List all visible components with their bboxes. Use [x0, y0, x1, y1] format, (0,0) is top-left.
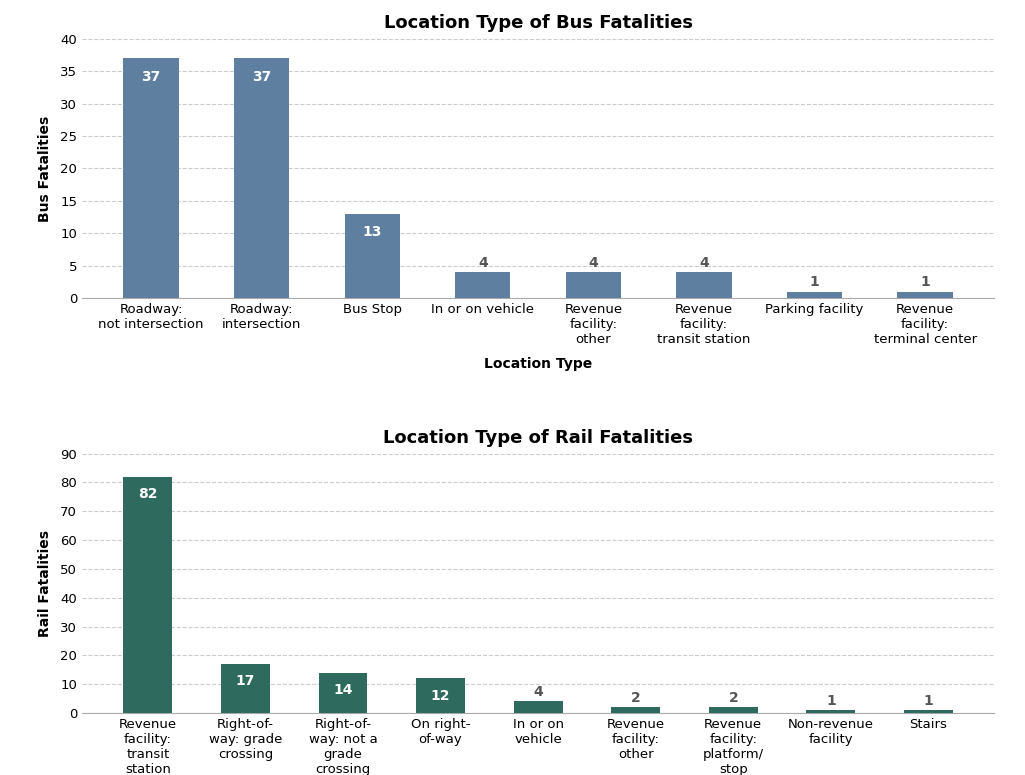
Bar	[123, 58, 178, 298]
Title: Location Type of Bus Fatalities: Location Type of Bus Fatalities	[383, 14, 693, 32]
Text: 12: 12	[430, 688, 450, 702]
Text: 37: 37	[141, 70, 161, 84]
Bar	[416, 678, 465, 713]
Bar	[611, 708, 660, 713]
Bar	[904, 710, 953, 713]
Text: 4: 4	[588, 256, 599, 270]
Y-axis label: Bus Fatalities: Bus Fatalities	[38, 115, 52, 222]
Title: Location Type of Rail Fatalities: Location Type of Rail Fatalities	[383, 429, 693, 446]
Text: 1: 1	[826, 694, 835, 708]
Text: 1: 1	[810, 275, 819, 289]
Text: 13: 13	[363, 226, 382, 239]
Bar	[221, 664, 270, 713]
Bar	[787, 291, 843, 298]
Text: 17: 17	[236, 674, 255, 688]
Text: 2: 2	[729, 691, 738, 705]
Bar	[676, 272, 732, 298]
Text: 1: 1	[920, 275, 930, 289]
Bar	[566, 272, 621, 298]
Text: 82: 82	[138, 487, 158, 501]
Text: 4: 4	[699, 256, 709, 270]
X-axis label: Location Type: Location Type	[484, 357, 592, 371]
Bar	[514, 701, 563, 713]
Y-axis label: Rail Fatalities: Rail Fatalities	[38, 530, 52, 637]
Bar	[807, 710, 855, 713]
Text: 14: 14	[333, 683, 353, 697]
Text: 2: 2	[630, 691, 641, 705]
Bar	[123, 477, 172, 713]
Bar	[234, 58, 289, 298]
Bar	[319, 673, 367, 713]
Bar	[898, 291, 953, 298]
Bar	[709, 708, 757, 713]
Text: 4: 4	[533, 685, 543, 699]
Text: 37: 37	[252, 70, 272, 84]
Text: 4: 4	[478, 256, 488, 270]
Bar	[344, 214, 400, 298]
Text: 1: 1	[924, 694, 934, 708]
Bar	[455, 272, 510, 298]
